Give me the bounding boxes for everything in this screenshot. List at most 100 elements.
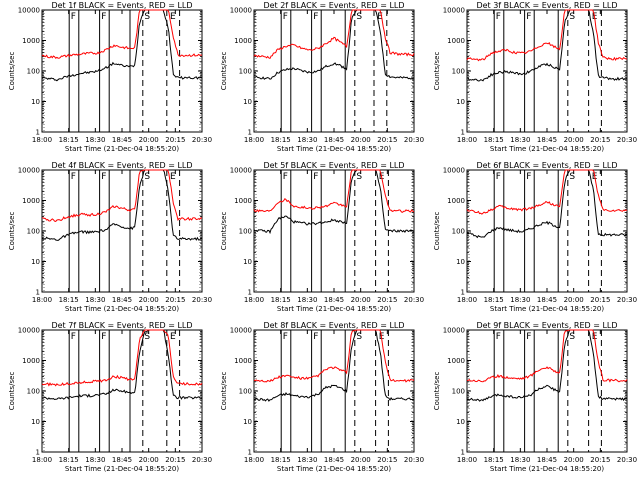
y-axis-label: Counts/sec [8, 212, 16, 251]
x-axis-label: Start Time (21-Dec-04 18:55:20) [65, 145, 179, 153]
y-tick-label: 100 [239, 68, 252, 76]
chart-panel: Det 3f BLACK = Events, RED = LLD 1 10 100 10… [433, 1, 637, 153]
y-tick-label: 100 [452, 68, 465, 76]
x-tick-label: 18:15 [59, 296, 79, 304]
y-axis-label: Counts/sec [220, 52, 228, 91]
series-line [41, 9, 203, 59]
x-tick-label: 20:00 [564, 296, 584, 304]
x-tick-label: 18:30 [85, 456, 105, 464]
chart-panel: Det 2f BLACK = Events, RED = LLD 1 10 100 10… [220, 1, 424, 153]
chart-panel: Det 6f BLACK = Events, RED = LLD 1 10 100 10… [433, 161, 637, 313]
x-tick-label: 20:30 [617, 296, 637, 304]
y-tick-label: 10 [456, 258, 465, 266]
plot-frame [466, 9, 628, 133]
chart-title: Det 2f BLACK = Events, RED = LLD [263, 1, 404, 10]
chart-title: Det 6f BLACK = Events, RED = LLD [476, 161, 617, 170]
y-tick-label: 10 [456, 98, 465, 106]
plot-frame [253, 9, 415, 133]
segment-label: F [496, 172, 501, 182]
segment-label: S [144, 12, 150, 22]
chart-panel: Det 5f BLACK = Events, RED = LLD 1 10 100 10… [220, 161, 424, 313]
y-axis-label: Counts/sec [8, 372, 16, 411]
x-tick-label: 20:15 [165, 456, 185, 464]
x-tick-label: 18:00 [457, 456, 477, 464]
x-tick-label: 20:00 [564, 136, 584, 144]
x-tick-label: 18:15 [59, 456, 79, 464]
chart-title: Det 1f BLACK = Events, RED = LLD [51, 1, 192, 10]
x-axis-label: Start Time (21-Dec-04 18:55:20) [490, 305, 604, 313]
segment-label: F [101, 12, 106, 22]
x-axis-label: Start Time (21-Dec-04 18:55:20) [65, 465, 179, 473]
y-tick-label: 10 [31, 418, 40, 426]
series-line [253, 169, 415, 235]
y-axis-label: Counts/sec [220, 372, 228, 411]
y-axis-label: Counts/sec [433, 52, 441, 91]
x-tick-label: 18:00 [32, 296, 52, 304]
series-line [466, 9, 628, 62]
x-tick-label: 18:15 [484, 456, 504, 464]
y-tick-label: 1000 [447, 37, 465, 45]
series-line [253, 9, 415, 60]
x-tick-label: 18:15 [484, 136, 504, 144]
y-tick-label: 1 [248, 289, 252, 297]
x-tick-label: 18:00 [457, 136, 477, 144]
x-tick-label: 20:30 [404, 456, 424, 464]
x-tick-label: 20:00 [139, 136, 159, 144]
x-tick-label: 18:15 [271, 136, 291, 144]
segment-label: F [71, 332, 76, 342]
plot-frame [41, 9, 203, 133]
chart-panel: Det 1f BLACK = Events, RED = LLD 1 10 100 10… [8, 1, 212, 153]
series-line [253, 329, 415, 402]
x-tick-label: 20:15 [590, 296, 610, 304]
segment-label: F [71, 172, 76, 182]
segment-label: F [313, 332, 318, 342]
chart-title: Det 5f BLACK = Events, RED = LLD [263, 161, 404, 170]
x-tick-label: 20:15 [165, 136, 185, 144]
y-tick-label: 10000 [443, 327, 465, 335]
y-tick-label: 1000 [22, 37, 40, 45]
y-tick-label: 10 [243, 258, 252, 266]
segment-label: F [101, 172, 106, 182]
segment-label: E [170, 172, 176, 182]
segment-label: F [496, 332, 501, 342]
y-axis-label: Counts/sec [220, 212, 228, 251]
x-tick-label: 18:00 [32, 456, 52, 464]
y-tick-label: 1 [248, 449, 252, 457]
chart-panel: Det 9f BLACK = Events, RED = LLD 1 10 100 10… [433, 321, 637, 473]
y-axis-label: Counts/sec [8, 52, 16, 91]
x-tick-label: 18:30 [510, 296, 530, 304]
x-tick-label: 20:00 [139, 456, 159, 464]
y-tick-label: 10000 [230, 7, 252, 15]
y-tick-label: 1000 [22, 357, 40, 365]
y-tick-label: 10 [243, 418, 252, 426]
segment-label: S [144, 172, 150, 182]
y-tick-label: 100 [452, 388, 465, 396]
y-tick-label: 10000 [230, 167, 252, 175]
segment-label: F [496, 12, 501, 22]
segment-label: E [377, 12, 383, 22]
x-tick-label: 20:00 [139, 296, 159, 304]
segment-label: S [569, 172, 575, 182]
x-tick-label: 20:00 [351, 136, 371, 144]
segment-label: F [526, 332, 531, 342]
y-tick-label: 1000 [447, 197, 465, 205]
segment-label: F [283, 332, 288, 342]
segment-label: S [356, 332, 362, 342]
x-tick-label: 18:30 [297, 456, 317, 464]
x-tick-label: 18:30 [85, 296, 105, 304]
plot-frame [253, 169, 415, 293]
y-tick-label: 1 [248, 129, 252, 137]
y-tick-label: 1 [36, 449, 40, 457]
x-tick-label: 18:45 [324, 296, 344, 304]
segment-label: F [101, 332, 106, 342]
segment-label: S [569, 12, 575, 22]
chart-title: Det 3f BLACK = Events, RED = LLD [476, 1, 617, 10]
x-tick-label: 18:00 [457, 296, 477, 304]
segment-label: F [283, 12, 288, 22]
plot-frame [253, 329, 415, 453]
chart-title: Det 7f BLACK = Events, RED = LLD [51, 321, 192, 330]
segment-label: F [283, 172, 288, 182]
x-tick-label: 20:30 [192, 136, 212, 144]
x-tick-label: 20:00 [351, 456, 371, 464]
series-line [41, 9, 203, 82]
